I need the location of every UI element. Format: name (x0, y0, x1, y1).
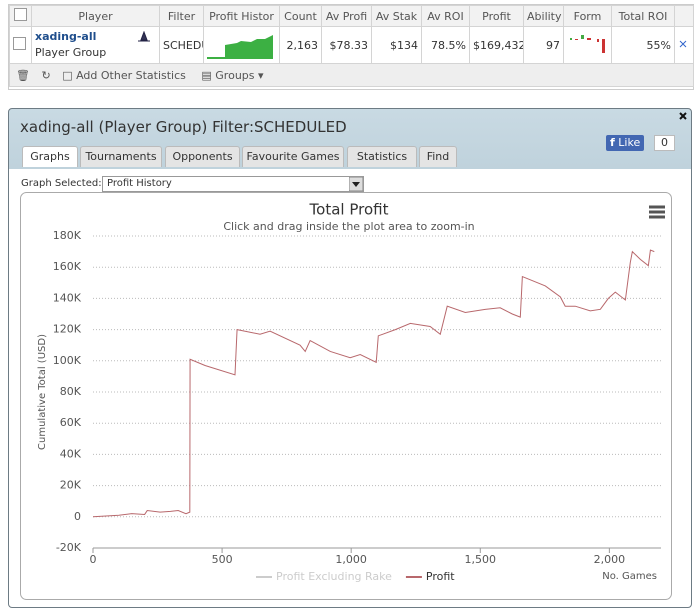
x-tick-label: 1,000 (335, 553, 367, 566)
column-header[interactable]: Av Profi (321, 5, 372, 27)
y-tick-label: 0 (74, 510, 81, 523)
filter-cell: SCHEDU (159, 26, 204, 64)
y-tick-label: 140K (53, 291, 82, 304)
checkbox[interactable] (9, 26, 32, 64)
checkbox[interactable] (9, 5, 32, 27)
x-tick-label: 500 (212, 553, 233, 566)
panel-title: xading-all (Player Group) Filter:SCHEDUL… (20, 118, 347, 136)
add-statistics-label: Add Other Statistics (76, 68, 186, 82)
groups-label: Groups (215, 68, 255, 82)
count-cell: 2,163 (279, 26, 322, 64)
column-header[interactable]: Player (31, 5, 160, 27)
groups-menu[interactable]: ▤ Groups ▾ (201, 68, 264, 82)
column-header[interactable]: Count (279, 5, 322, 27)
close-button[interactable] (678, 111, 688, 121)
column-header[interactable]: Form (563, 5, 612, 27)
av-profit-cell: $78.33 (321, 26, 372, 64)
x-tick-label: 1,500 (465, 553, 497, 566)
y-tick-label: 20K (60, 479, 82, 492)
graph-select-value: Profit History (107, 178, 172, 189)
stats-table: Player Filter Profit Histor Count Av Pro… (9, 5, 694, 87)
like-label: Like (618, 136, 641, 149)
like-count: 0 (654, 135, 675, 151)
player-cell: xading-all Player Group (31, 26, 160, 64)
column-header[interactable]: Profit (469, 5, 524, 27)
tab[interactable]: Opponents (165, 146, 240, 167)
column-header[interactable]: Av Stak (371, 5, 422, 27)
column-header[interactable]: Ability (523, 5, 564, 27)
player-name[interactable]: xading-all (35, 30, 97, 43)
x-axis-title: No. Games (602, 571, 657, 582)
tab[interactable]: Graphs (22, 146, 78, 167)
y-tick-label: 100K (53, 354, 82, 367)
tab[interactable]: Tournaments (80, 146, 162, 167)
form-sparkline (570, 34, 605, 53)
form-cell (563, 26, 612, 64)
ability-cell: 97 (523, 26, 564, 64)
chart-frame (20, 192, 672, 600)
legend-label[interactable]: Profit (426, 570, 455, 583)
column-header[interactable]: Profit Histor (203, 5, 280, 27)
y-tick-label: -20K (56, 541, 82, 554)
x-tick-label: 2,000 (594, 553, 626, 566)
av-roi-cell: 78.5% (421, 26, 470, 64)
column-header[interactable]: Filter (159, 5, 204, 27)
add-statistics[interactable]: □ Add Other Statistics (62, 68, 186, 82)
y-tick-label: 120K (53, 323, 82, 336)
legend-label[interactable]: Profit Excluding Rake (276, 570, 392, 583)
profit-sparkline (207, 34, 273, 59)
refresh-icon[interactable]: ↻ (41, 68, 51, 82)
total-roi-cell: 55% (611, 26, 675, 64)
profit-line (92, 249, 655, 518)
y-tick-label: 180K (53, 229, 82, 242)
graph-select[interactable]: Profit History (102, 176, 364, 192)
x-tick-label: 0 (90, 553, 97, 566)
remove-button[interactable] (674, 26, 694, 64)
chart-menu[interactable] (649, 205, 665, 219)
y-tick-label: 40K (60, 447, 82, 460)
chart: Total Profit Click and drag inside the p… (20, 192, 672, 600)
column-header[interactable]: Av ROI (421, 5, 470, 27)
y-tick-label: 80K (60, 385, 82, 398)
player-icon (138, 31, 150, 42)
sparkline-cell (203, 26, 280, 64)
av-stake-cell: $134 (371, 26, 422, 64)
toolbar: 🗑︎ ↻ □ Add Other Statistics ▤ Groups ▾ (9, 63, 694, 87)
chart-subtitle: Click and drag inside the plot area to z… (223, 220, 474, 233)
y-tick-label: 60K (60, 416, 82, 429)
tab[interactable]: Favourite Games (242, 146, 344, 167)
column-header[interactable]: Total ROI (611, 5, 675, 27)
graph-label: Graph Selected: (21, 178, 102, 189)
like-button[interactable]: f Like (606, 135, 645, 151)
tab[interactable]: Find (419, 146, 457, 167)
profit-cell: $169,432 (469, 26, 524, 64)
y-tick-label: 160K (53, 260, 82, 273)
stats-grid: Player Filter Profit Histor Count Av Pro… (8, 4, 694, 90)
y-axis-title: Cumulative Total (USD) (37, 334, 48, 450)
delete-icon[interactable]: 🗑︎ (16, 68, 30, 82)
chart-title: Total Profit (309, 201, 389, 219)
player-group: Player Group (35, 46, 107, 59)
tab[interactable]: Statistics (347, 146, 417, 167)
